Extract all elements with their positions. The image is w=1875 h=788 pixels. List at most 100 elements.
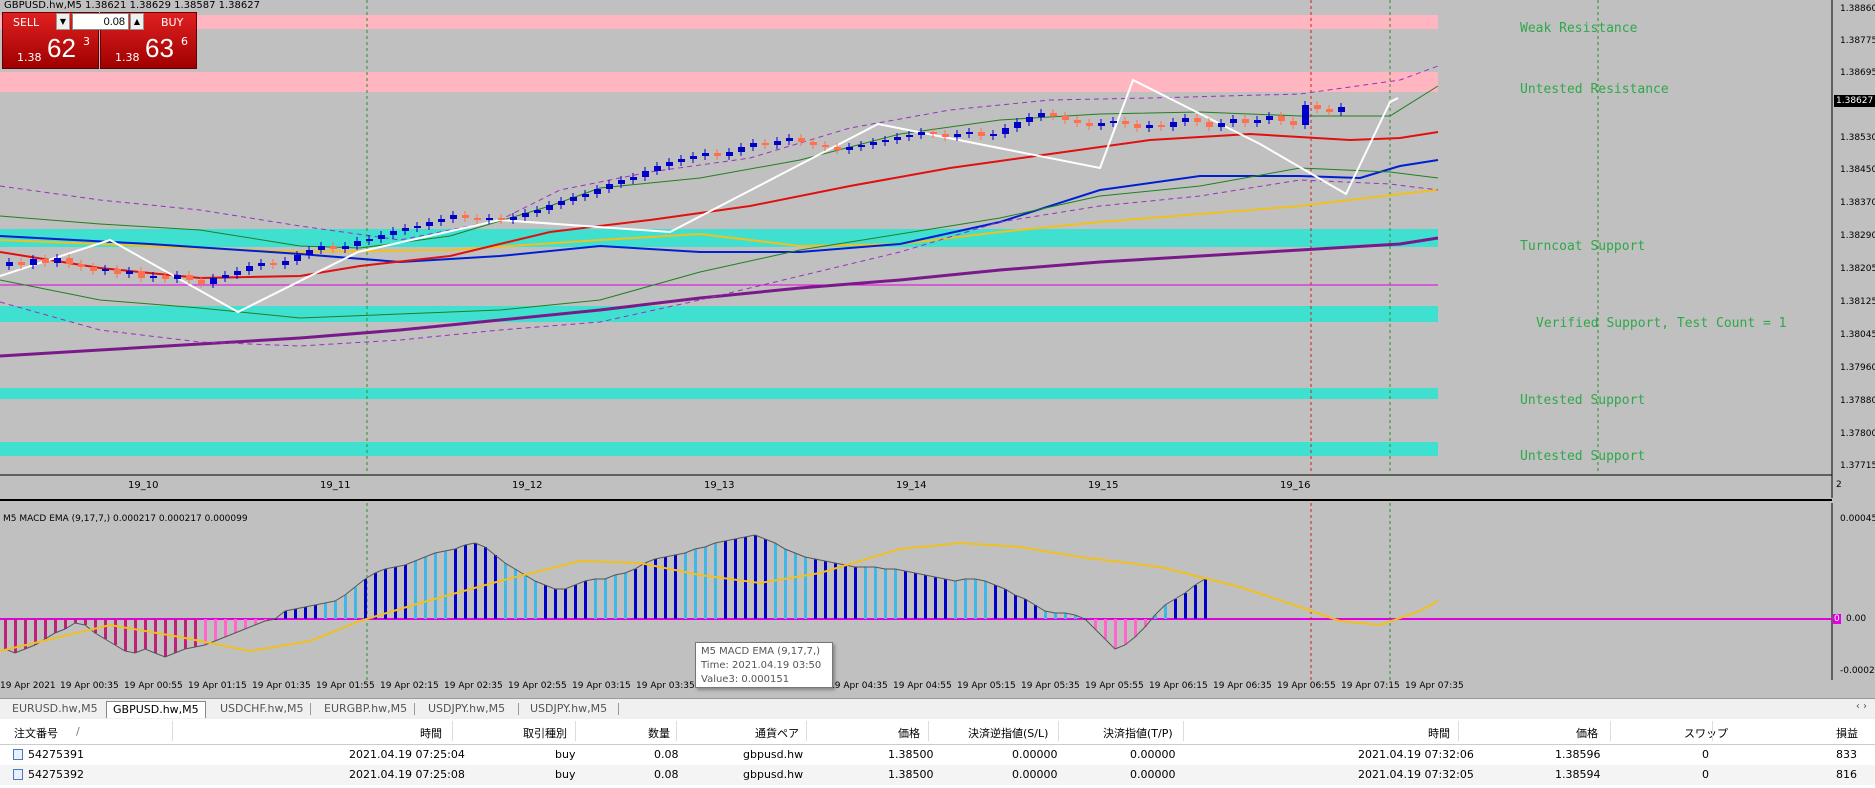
- candle: [30, 259, 37, 265]
- candle: [222, 275, 229, 278]
- time-tick: 19 Apr 2021: [0, 681, 56, 691]
- macd-histogram-bar: [344, 595, 347, 619]
- ma-orange: [0, 189, 1439, 254]
- col-open-price[interactable]: 価格: [898, 727, 920, 740]
- col-close-price[interactable]: 価格: [1576, 727, 1598, 740]
- lot-size-input[interactable]: [72, 13, 129, 30]
- candle: [354, 241, 361, 246]
- candle: [630, 177, 637, 180]
- col-volume[interactable]: 数量: [648, 727, 670, 740]
- col-swap[interactable]: スワップ: [1684, 727, 1728, 740]
- tab-usdjpy-2[interactable]: USDJPY.hw,M5: [530, 702, 608, 715]
- sell-button[interactable]: SELL 1.38 62 3: [2, 12, 99, 69]
- stop-loss: 0.00000: [1012, 768, 1058, 781]
- macd-histogram-bar: [874, 567, 877, 619]
- column-divider[interactable]: [1610, 721, 1611, 741]
- macd-histogram-bar: [44, 619, 47, 639]
- column-divider[interactable]: [1058, 721, 1059, 741]
- column-divider[interactable]: [172, 721, 173, 741]
- candle: [1110, 121, 1117, 123]
- candle: [1338, 107, 1345, 112]
- macd-scale-zero: 0.00: [1846, 614, 1867, 624]
- candle: [114, 269, 121, 274]
- macd-histogram-bar: [394, 567, 397, 619]
- time-tick: 19 Apr 07:15: [1341, 681, 1400, 691]
- column-divider[interactable]: [1458, 721, 1459, 741]
- macd-histogram-bar: [334, 601, 337, 619]
- swap: 0: [1702, 768, 1709, 781]
- panel-separator[interactable]: [0, 499, 1832, 501]
- candle: [1074, 120, 1081, 123]
- col-tp[interactable]: 決済指値(T/P): [1103, 727, 1173, 740]
- candle: [642, 171, 649, 177]
- macd-histogram-bar: [634, 569, 637, 619]
- column-divider[interactable]: [575, 721, 576, 741]
- candle: [438, 219, 445, 222]
- candle: [1038, 113, 1045, 117]
- tab-eurgbp[interactable]: EURGBP.hw,M5: [324, 702, 408, 715]
- macd-histogram-bar: [624, 573, 627, 619]
- macd-histogram-bar: [224, 619, 227, 637]
- macd-histogram-bar: [844, 565, 847, 619]
- macd-histogram-bar: [1064, 613, 1067, 619]
- price-chart[interactable]: [0, 0, 1875, 498]
- column-divider[interactable]: [452, 721, 453, 741]
- macd-histogram-bar: [894, 569, 897, 619]
- macd-histogram-bar: [654, 559, 657, 619]
- table-row[interactable]: 54275392 2021.04.19 07:25:08 buy 0.08 gb…: [0, 765, 1875, 785]
- col-profit[interactable]: 損益: [1836, 727, 1858, 740]
- column-divider[interactable]: [1712, 721, 1713, 741]
- col-open-time[interactable]: 時間: [420, 727, 442, 740]
- col-close-time[interactable]: 時間: [1428, 727, 1450, 740]
- candle: [966, 132, 973, 134]
- col-type[interactable]: 取引種別: [523, 727, 567, 740]
- tooltip-title: M5 MACD EMA (9,17,7,): [701, 646, 821, 657]
- lot-decrease-button[interactable]: ▼: [56, 13, 70, 30]
- orders-table: 注文番号 / 時間 取引種別 数量 通貨ペア 価格 決済逆指値(S/L) 決済指…: [0, 719, 1875, 788]
- macd-histogram-bar: [84, 619, 87, 625]
- candle: [330, 246, 337, 249]
- tab-gbpusd[interactable]: GBPUSD.hw,M5: [106, 701, 206, 718]
- candle: [1086, 123, 1093, 126]
- candle: [378, 235, 385, 239]
- date-tick: 19_14: [896, 480, 927, 491]
- column-divider[interactable]: [806, 721, 807, 741]
- tab-eurusd[interactable]: EURUSD.hw,M5: [12, 702, 98, 715]
- macd-histogram-bar: [924, 575, 927, 619]
- macd-histogram-bar: [304, 607, 307, 619]
- macd-histogram-bar: [414, 561, 417, 619]
- column-divider[interactable]: [1183, 721, 1184, 741]
- sort-indicator: /: [76, 725, 80, 738]
- macd-right-label: 2: [1836, 480, 1842, 490]
- macd-histogram-bar: [984, 581, 987, 619]
- candle: [1146, 125, 1153, 128]
- candle: [822, 145, 829, 147]
- tab-usdjpy[interactable]: USDJPY.hw,M5: [428, 702, 506, 715]
- candle: [798, 138, 805, 142]
- candle: [858, 145, 865, 147]
- macd-histogram-bar: [444, 551, 447, 619]
- candle: [894, 137, 901, 140]
- lot-increase-button[interactable]: ▲: [130, 13, 144, 30]
- column-divider[interactable]: [676, 721, 677, 741]
- candle: [1182, 118, 1189, 122]
- candle: [1302, 105, 1309, 125]
- tab-scroll-arrows[interactable]: ‹ ›: [1855, 701, 1867, 712]
- macd-indicator-panel[interactable]: [0, 503, 1875, 680]
- column-divider[interactable]: [928, 721, 929, 741]
- time-tick: 19 Apr 01:15: [188, 681, 247, 691]
- macd-histogram-bar: [284, 611, 287, 619]
- col-order-no[interactable]: 注文番号: [14, 727, 58, 740]
- macd-histogram-bar: [184, 619, 187, 649]
- candle: [426, 222, 433, 226]
- time-tick: 19 Apr 01:35: [252, 681, 311, 691]
- macd-histogram-bar: [254, 619, 257, 625]
- tab-usdchf[interactable]: USDCHF.hw,M5: [220, 702, 304, 715]
- col-sl[interactable]: 決済逆指値(S/L): [968, 727, 1049, 740]
- time-tick: 19 Apr 03:15: [572, 681, 631, 691]
- col-symbol[interactable]: 通貨ペア: [755, 727, 799, 740]
- candle: [258, 263, 265, 266]
- table-row[interactable]: 54275391 2021.04.19 07:25:04 buy 0.08 gb…: [0, 745, 1875, 765]
- order-type: buy: [555, 768, 576, 781]
- candle: [366, 239, 373, 241]
